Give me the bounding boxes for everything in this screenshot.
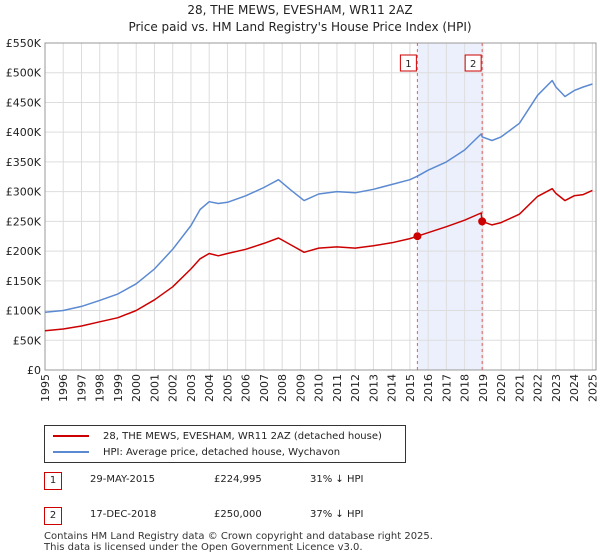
legend-item-hpi: HPI: Average price, detached house, Wych… (53, 445, 340, 459)
plot-frame (44, 42, 597, 371)
y-tick-label: £550K (6, 37, 42, 50)
hpi-series-line (44, 79, 593, 314)
sale-date: 29-MAY-2015 (90, 474, 156, 485)
sale-point (478, 217, 487, 226)
property-series-line (44, 187, 593, 332)
footer-licence: This data is licensed under the Open Gov… (44, 542, 363, 553)
y-tick-label: £350K (6, 156, 42, 169)
x-tick-label: 2004 (203, 374, 216, 402)
x-tick-label: 1996 (57, 374, 70, 402)
x-tick-label: 2009 (294, 374, 307, 402)
x-tick-label: 2019 (477, 374, 490, 402)
y-tick-label: £450K (6, 96, 42, 109)
x-tick-label: 2006 (240, 374, 253, 402)
x-tick-label: 1997 (75, 374, 88, 402)
x-tick-label: 2015 (404, 374, 417, 402)
x-tick-label: 2017 (440, 374, 453, 402)
x-tick-label: 2002 (167, 374, 180, 402)
x-tick-label: 2003 (185, 374, 198, 402)
y-tick-label: £50K (13, 334, 42, 347)
sale-price: £250,000 (214, 509, 262, 520)
sale-number-label: 1 (405, 59, 411, 70)
plot-area (45, 43, 596, 370)
sale-row: 2 17-DEC-2018 £250,000 37% ↓ HPI (44, 507, 424, 529)
legend-swatch-hpi (53, 451, 89, 453)
x-tick-label: 2022 (532, 374, 545, 402)
sale-number-badge: 1 (44, 472, 62, 490)
sale-interval-shading (417, 43, 483, 370)
x-tick-label: 2018 (459, 374, 472, 402)
x-tick-label: 2000 (130, 374, 143, 402)
x-tick-label: 2025 (586, 374, 599, 402)
sale-point (413, 232, 422, 241)
x-tick-label: 2001 (148, 374, 161, 402)
x-tick-label: 2012 (349, 374, 362, 402)
legend-label-hpi: HPI: Average price, detached house, Wych… (103, 446, 341, 458)
x-tick-label: 2020 (495, 374, 508, 402)
legend-label-property: 28, THE MEWS, EVESHAM, WR11 2AZ (detache… (103, 430, 382, 442)
sale-number-badge: 2 (44, 507, 62, 525)
x-tick-label: 1999 (112, 374, 125, 402)
chart-title-line1: 28, THE MEWS, EVESHAM, WR11 2AZ (187, 3, 413, 17)
sale-hpi-diff: 37% ↓ HPI (310, 509, 364, 520)
x-tick-label: 1998 (94, 374, 107, 402)
y-tick-label: £500K (6, 67, 42, 80)
sale-number-box (399, 54, 417, 72)
x-tick-label: 2016 (422, 374, 435, 402)
y-tick-label: £100K (6, 305, 42, 318)
legend: 28, THE MEWS, EVESHAM, WR11 2AZ (detache… (44, 425, 406, 463)
x-tick-label: 2023 (550, 374, 563, 402)
y-tick-label: £400K (6, 126, 42, 139)
sale-hpi-diff: 31% ↓ HPI (310, 474, 364, 485)
x-tick-label: 2008 (276, 374, 289, 402)
x-tick-label: 2005 (221, 374, 234, 402)
x-tick-label: 2010 (313, 374, 326, 402)
chart-title: 28, THE MEWS, EVESHAM, WR11 2AZ Price pa… (0, 2, 600, 36)
footer: Contains HM Land Registry data © Crown c… (44, 531, 594, 553)
x-tick-label: 2011 (331, 374, 344, 402)
chart-title-line2: Price paid vs. HM Land Registry's House … (128, 20, 472, 34)
legend-item-property: 28, THE MEWS, EVESHAM, WR11 2AZ (detache… (53, 429, 382, 443)
x-tick-label: 1995 (39, 374, 52, 402)
y-tick-label: £250K (6, 215, 42, 228)
sale-number-box (464, 54, 482, 72)
y-tick-label: £0 (27, 364, 41, 377)
x-tick-label: 2007 (258, 374, 271, 402)
y-tick-label: £150K (6, 275, 42, 288)
x-tick-label: 2021 (513, 374, 526, 402)
x-tick-label: 2014 (386, 374, 399, 402)
x-tick-label: 2024 (568, 374, 581, 402)
y-tick-label: £300K (6, 186, 42, 199)
price-chart: £0 £50K £100K £150K £200K £250K £300K £350K £400… (6, 37, 600, 402)
sale-price: £224,995 (214, 474, 262, 485)
sale-row: 1 29-MAY-2015 £224,995 31% ↓ HPI (44, 472, 424, 494)
footer-copyright: Contains HM Land Registry data © Crown c… (44, 531, 433, 542)
legend-swatch-property (53, 435, 89, 437)
sale-number-label: 2 (470, 59, 476, 70)
y-tick-label: £200K (6, 245, 42, 258)
x-tick-label: 2013 (367, 374, 380, 402)
sale-date: 17-DEC-2018 (90, 509, 157, 520)
